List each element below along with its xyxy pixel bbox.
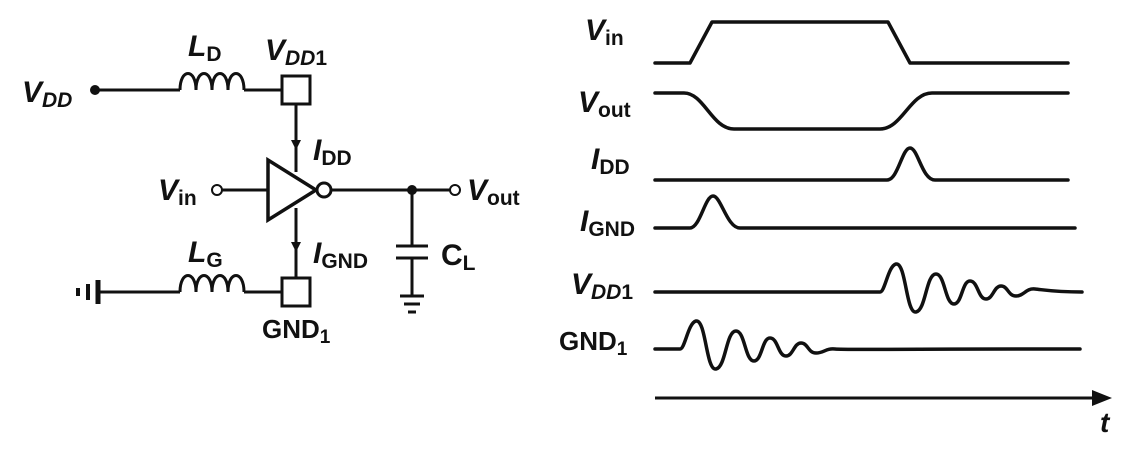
ignd-label: IGND [313, 237, 368, 273]
chassis-ground-symbol [76, 280, 101, 304]
ld-label: LD [188, 30, 222, 66]
vdd1-trace [653, 262, 1084, 314]
time-axis-arrowhead [1092, 390, 1112, 406]
waveforms: t Vin Vout IDD IGND VDD1 GND1 [559, 14, 1112, 438]
vdd1-label: VDD1 [265, 34, 327, 70]
gnd1-trace [653, 319, 1082, 371]
wave-label-vout: Vout [578, 86, 631, 122]
vout-trace [653, 91, 1070, 131]
vin-trace [653, 20, 1070, 65]
wave-label-gnd1: GND1 [559, 326, 628, 360]
idd-trace [653, 146, 1070, 182]
vin-label: Vin [158, 174, 197, 210]
wave-label-ignd: IGND [580, 205, 635, 241]
vout-terminal [449, 184, 461, 196]
time-axis-label: t [1100, 407, 1111, 438]
vdd-label: VDD [22, 76, 72, 112]
wave-label-vin: Vin [585, 14, 624, 50]
wave-label-vdd1: VDD1 [571, 268, 633, 304]
lg-inductor [178, 274, 246, 293]
wave-label-idd: IDD [591, 143, 630, 179]
cl-label: CL [441, 239, 476, 275]
ignd-trace [653, 194, 1077, 230]
lg-label: LG [188, 236, 223, 272]
idd-label: IDD [313, 134, 352, 170]
inverter [266, 156, 320, 224]
gnd1-label: GND1 [262, 314, 331, 348]
gnd1-pad [280, 276, 312, 308]
vdd1-pad [280, 74, 312, 106]
ld-inductor [178, 72, 246, 91]
vin-terminal [211, 184, 223, 196]
inverter-bubble [315, 181, 333, 199]
schematic: VDD LD VDD1 IDD Vin Vout IGND LG CL GND1 [22, 30, 520, 348]
vout-label: Vout [467, 174, 520, 210]
ground-symbol [400, 294, 424, 314]
